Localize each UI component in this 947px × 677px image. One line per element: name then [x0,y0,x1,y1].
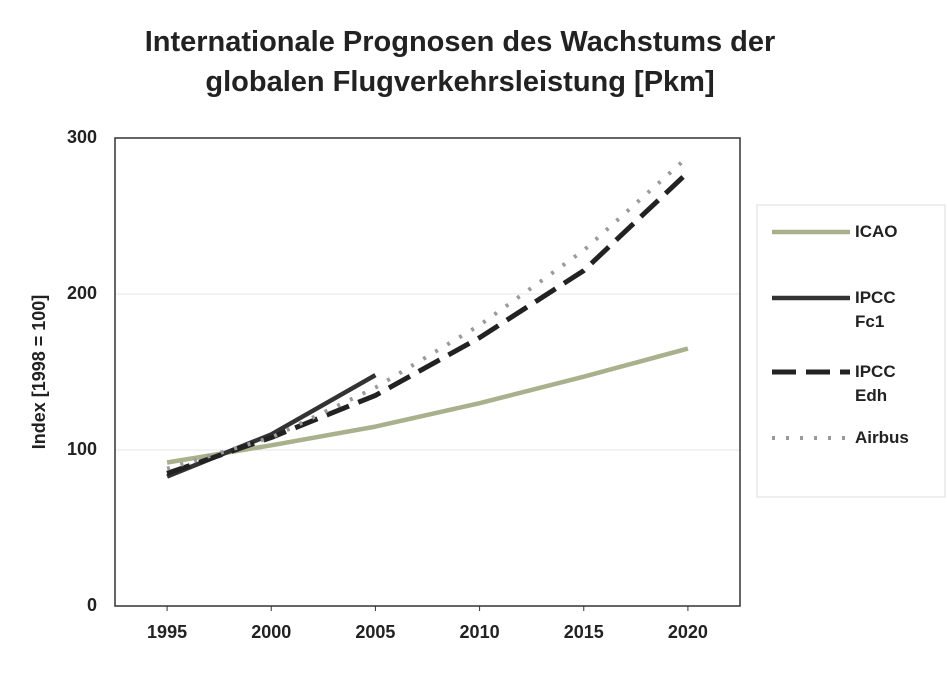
legend-box [756,204,946,498]
x-tick-label: 2010 [460,622,500,642]
title-line: globalen Flugverkehrsleistung [Pkm] [205,66,715,98]
legend-label: Airbus [855,428,909,447]
legend-label: IPCC Edh [855,362,896,405]
plot-frame [114,137,741,607]
legend-label: IPCC Fc1 [855,288,896,331]
series-line [166,155,690,471]
series-line [166,346,689,465]
x-tick-label: 2020 [668,622,708,642]
y-axis-label: Index [1998 = 100] [29,295,49,450]
chart-title: Internationale Prognosen des Wachstums d… [60,22,860,102]
series-line [166,373,377,479]
x-tick-label: 2015 [564,622,604,642]
x-tick-label: 2000 [251,622,291,642]
title-line: Internationale Prognosen des Wachstums d… [144,26,776,58]
y-tick-label: 0 [87,595,97,615]
y-tick-label: 100 [67,439,97,459]
x-tick-label: 1995 [147,622,187,642]
series-line [166,170,690,476]
y-tick-label: 300 [67,127,97,147]
x-tick-label: 2005 [355,622,395,642]
legend-label: ICAO [855,222,898,241]
y-tick-label: 200 [67,283,97,303]
